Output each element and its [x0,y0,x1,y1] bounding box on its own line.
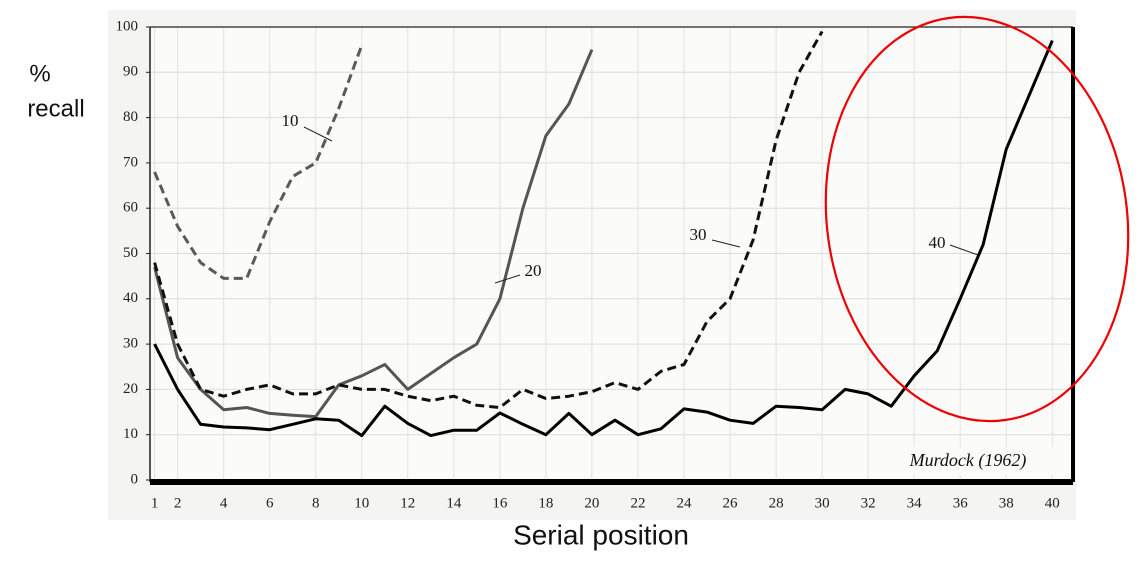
y-tick-label: 80 [123,109,138,125]
y-tick-label: 50 [123,245,138,261]
x-tick-label: 14 [446,495,462,511]
x-tick-label: 36 [953,495,969,511]
leader-line [303,126,333,142]
x-tick-label: 6 [266,495,274,511]
x-tick-label: 26 [723,495,739,511]
x-tick-label: 8 [312,495,320,511]
x-tick-label: 40 [1045,495,1060,511]
x-tick-label: 12 [400,495,415,511]
series-line [153,49,594,419]
y-tick-label: 100 [116,18,139,34]
x-tick-label: 22 [630,495,645,511]
x-tick-label: 28 [769,495,784,511]
series-line [153,30,824,409]
x-tick-label: 16 [492,495,508,511]
x-tick-label: 30 [815,495,830,511]
x-tick-label: 4 [220,495,228,511]
leader-line [494,274,521,284]
series-label: 40 [929,233,946,252]
y-axis-label: % [29,60,50,87]
y-tick-label: 70 [123,154,138,170]
x-tick-label: 18 [538,495,553,511]
y-tick-label: 20 [123,381,138,397]
x-tick-label: 1 [151,495,159,511]
x-tick-label: 34 [907,495,923,511]
series-line [153,44,364,280]
series-label: 20 [525,261,542,280]
x-tick-label: 32 [861,495,876,511]
series-labels: 10 20 30 40 [282,111,979,284]
x-axis-label: Serial position [513,519,689,550]
leader-line [949,244,979,256]
y-axis-label: recall [27,95,84,122]
x-tick-label: 10 [354,495,369,511]
leader-line [711,239,741,248]
annotation-bg [885,447,1053,475]
x-tick-label: 20 [584,495,599,511]
y-tick-label: 10 [123,426,138,442]
x-tick-label: 24 [677,495,693,511]
y-tick-label: 90 [123,64,138,80]
series-line [153,40,1054,438]
y-tick-label: 60 [123,200,138,216]
y-tick-label: 40 [123,290,138,306]
series-label: 10 [282,111,299,130]
grid [150,26,1073,481]
citation: Murdock (1962) [909,450,1027,471]
lines [153,30,1054,438]
series-label: 30 [690,225,707,244]
x-tick-label: 2 [174,495,182,511]
x-tick-label: 38 [999,495,1014,511]
y-tick-label: 30 [123,336,138,352]
highlight-ellipse [824,15,1130,423]
y-tick-label: 0 [131,471,139,487]
